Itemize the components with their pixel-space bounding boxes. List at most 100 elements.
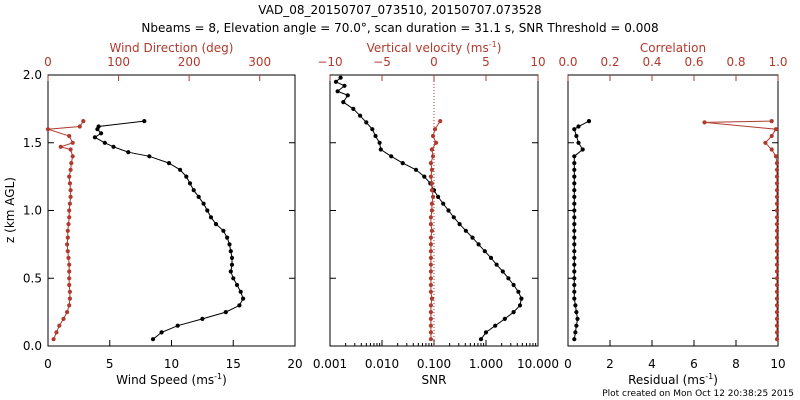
data-point — [338, 75, 343, 80]
y-tick-label: 1.0 — [23, 204, 42, 218]
data-point — [67, 269, 72, 274]
bottom-tick-label: 10 — [770, 357, 785, 371]
data-point — [429, 228, 434, 233]
bottom-tick-label: 0.001 — [313, 357, 347, 371]
data-point — [572, 276, 577, 281]
data-point — [229, 262, 235, 267]
snr-panel: 0.001 0.010 0.100 1.000 10.000 SNR −10 −5 0 5 10 Ve… — [313, 40, 559, 387]
data-point — [67, 174, 72, 179]
data-point — [502, 316, 507, 321]
bottom-tick-label: 0 — [564, 357, 572, 371]
data-point — [228, 249, 233, 254]
data-point — [572, 174, 577, 179]
data-point — [573, 330, 578, 335]
top-tick-label: 0.2 — [600, 55, 619, 69]
data-point — [573, 303, 578, 308]
data-point — [428, 330, 433, 335]
data-point — [178, 167, 183, 172]
figure-title-line1: VAD_08_20150707_073510, 20150707.073528 — [258, 3, 541, 17]
data-point — [428, 222, 433, 227]
data-point — [769, 133, 774, 139]
bottom-tick-label: 20 — [287, 357, 302, 371]
data-point — [774, 303, 780, 308]
data-point — [488, 255, 494, 260]
data-point — [500, 269, 505, 274]
residual-panel: 0 2 4 6 8 10 Residual (ms-1) 0.0 0.2 0.4 0.6 0.8 1.0… — [558, 41, 787, 387]
top-tick-label: 10 — [530, 55, 545, 69]
bottom-tick-label: 10.000 — [517, 357, 559, 371]
data-point — [572, 228, 577, 233]
data-point — [377, 140, 382, 145]
data-point — [574, 310, 579, 315]
data-point — [413, 167, 419, 172]
data-point — [147, 154, 152, 159]
data-point — [774, 310, 780, 315]
data-point — [572, 188, 577, 193]
data-point — [65, 249, 70, 254]
top-tick-label: 1.0 — [768, 55, 787, 69]
data-point — [774, 174, 780, 179]
data-point — [572, 282, 577, 288]
data-point — [102, 140, 107, 145]
data-point — [54, 330, 59, 335]
data-point — [470, 235, 475, 240]
data-point — [774, 289, 780, 294]
data-point — [422, 174, 427, 179]
data-point — [68, 167, 73, 172]
data-point — [572, 201, 577, 206]
data-point — [774, 208, 780, 213]
top-tick-label: 0.0 — [558, 55, 577, 69]
data-point — [774, 330, 780, 335]
data-point — [511, 282, 516, 288]
data-point — [517, 303, 523, 308]
data-point — [574, 133, 579, 139]
data-point — [351, 106, 356, 111]
bottom-tick-label: 5 — [106, 357, 114, 371]
data-point — [81, 119, 86, 124]
data-point — [428, 289, 433, 294]
data-point — [430, 154, 436, 159]
top-tick-label: 0 — [44, 55, 52, 69]
data-point — [773, 127, 779, 132]
data-point — [441, 201, 446, 206]
data-point — [774, 242, 780, 247]
data-point — [428, 215, 433, 220]
data-point — [175, 323, 180, 328]
data-point — [68, 147, 73, 152]
top-tick-label: −10 — [317, 55, 342, 69]
data-point — [774, 337, 780, 342]
data-point — [166, 161, 172, 166]
top-tick-label: 0.8 — [726, 55, 745, 69]
data-point — [572, 242, 577, 247]
top-tick-label: 0.6 — [684, 55, 703, 69]
data-point — [67, 262, 72, 267]
data-point — [69, 161, 74, 166]
data-point — [92, 135, 97, 140]
data-point — [370, 127, 375, 132]
data-point — [572, 337, 577, 342]
data-point — [428, 262, 433, 267]
data-point — [221, 228, 226, 233]
top-tick-label: −5 — [373, 55, 391, 69]
data-point — [159, 330, 164, 335]
data-point — [429, 147, 434, 152]
data-point — [378, 147, 383, 152]
data-point — [428, 249, 433, 254]
data-point — [572, 269, 577, 274]
data-point — [51, 337, 56, 342]
data-point — [67, 289, 72, 294]
data-point — [341, 100, 346, 105]
y-tick-label: 0.5 — [23, 271, 42, 285]
data-point — [572, 167, 577, 172]
top-axis-title: Correlation — [640, 41, 706, 55]
data-point — [400, 161, 405, 166]
data-point — [572, 262, 577, 267]
data-point — [373, 133, 378, 139]
data-point — [476, 242, 481, 247]
data-point — [227, 242, 232, 247]
data-point — [65, 228, 70, 233]
data-point — [231, 276, 236, 281]
data-point — [150, 337, 156, 342]
data-point — [511, 310, 516, 315]
data-point — [572, 208, 577, 213]
